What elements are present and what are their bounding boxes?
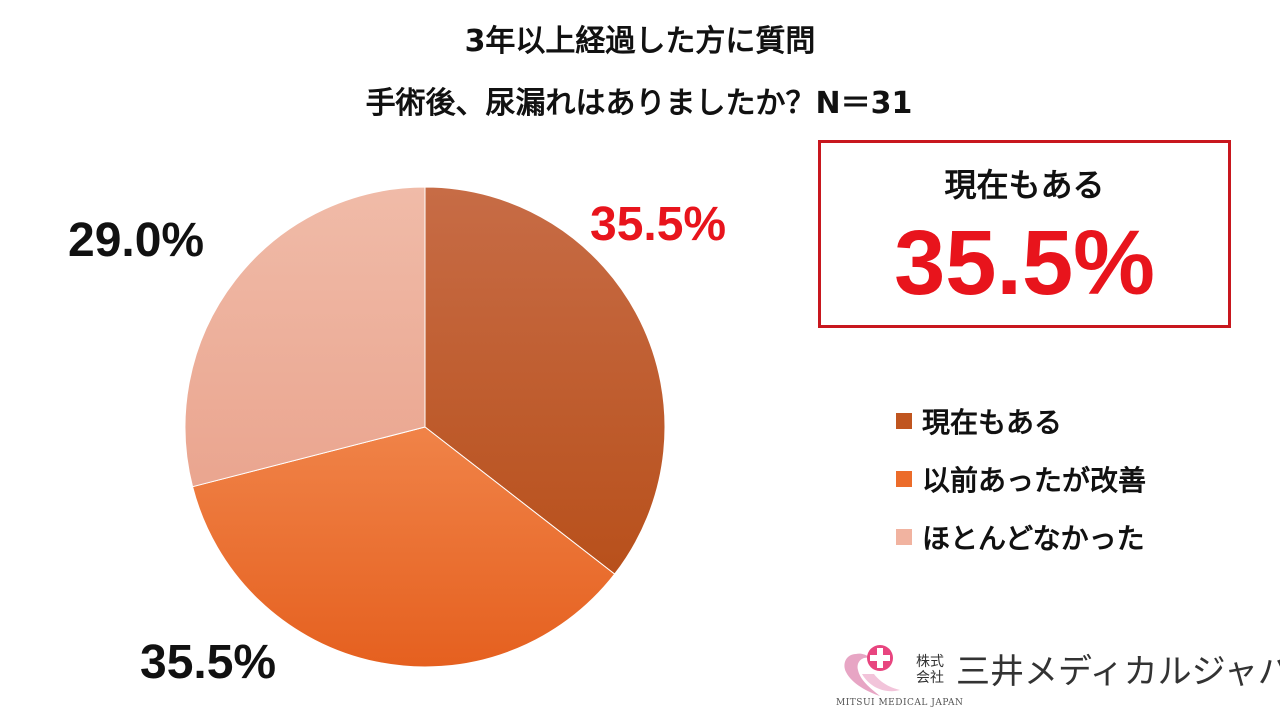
logo-tagline: MITSUI MEDICAL JAPAN — [836, 698, 964, 708]
legend-item-rarely: ほとんどなかった — [896, 508, 1146, 566]
legend-label: 以前あったが改善 — [922, 464, 1147, 497]
logo-company-type: 株式 会社 — [916, 654, 944, 686]
legend-item-now: 現在もある — [896, 392, 1146, 450]
legend-label: ほとんどなかった — [922, 522, 1145, 555]
legend-swatch — [896, 413, 912, 429]
heart-cross-logo-icon — [844, 645, 900, 696]
highlight-value: 35.5% — [894, 212, 1155, 314]
pie-slice-improved — [191, 426, 616, 668]
legend-label: 現在もある — [922, 406, 1063, 439]
legend-swatch — [896, 529, 912, 545]
data-label-improved: 35.5% — [140, 636, 277, 689]
chart-subtitle: 手術後、尿漏れはありましたか？N＝31 — [365, 86, 913, 121]
pie-slice-now — [424, 186, 666, 575]
pie-slice-rarely — [184, 186, 426, 488]
chart-title: 3年以上経過した方に質問 — [464, 24, 816, 59]
highlight-label: 現在もある — [944, 166, 1105, 204]
legend: 現在もある 以前あったが改善 ほとんどなかった — [896, 392, 1146, 566]
legend-swatch — [896, 471, 912, 487]
data-label-now: 35.5% — [590, 198, 727, 251]
pie-chart — [184, 186, 666, 668]
logo-company-name: 三井メディカルジャパン — [956, 652, 1280, 692]
highlight-box: 現在もある 35.5% — [818, 140, 1231, 328]
data-label-rarely: 29.0% — [68, 214, 205, 267]
legend-item-improved: 以前あったが改善 — [896, 450, 1146, 508]
